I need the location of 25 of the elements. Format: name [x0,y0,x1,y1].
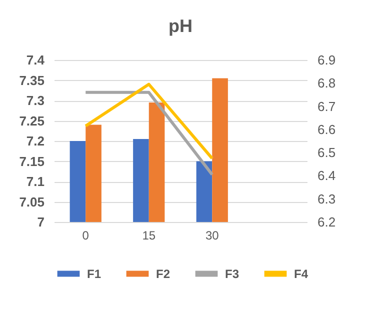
y-tick-label: 7.1 [26,174,44,189]
y2-tick-label: 6.9 [318,52,336,68]
y2-tick-label: 6.7 [318,98,336,114]
y2-tick-label: 6.5 [318,145,336,160]
y-tick-label: 7.15 [19,154,44,169]
legend-label: F1 [87,266,102,281]
y-tick-label: 7.25 [19,113,44,128]
y2-tick-label: 6.8 [318,76,336,91]
y2-tick-label: 6.4 [318,168,336,184]
y-tick-label: 7.4 [26,52,46,68]
y-tick-label: 7 [37,214,44,230]
legend-label: F3 [225,266,240,281]
x-tick-label: 0 [82,228,90,242]
y2-tick-label: 6.2 [318,214,336,230]
x-tick-label: 30 [205,228,220,242]
y2-tick-label: 6.3 [318,191,336,206]
y2-tick-label: 6.6 [318,122,336,137]
y-tick-label: 7.2 [26,134,44,148]
y-tick-label: 7.3 [26,93,44,108]
y-tick-label: 7.05 [19,194,44,210]
legend-label: F2 [156,266,170,281]
x-tick-label: 15 [142,228,156,242]
y-tick-label: 7.35 [19,72,44,88]
legend-label: F4 [294,266,308,281]
chart-title: pH [168,16,192,36]
